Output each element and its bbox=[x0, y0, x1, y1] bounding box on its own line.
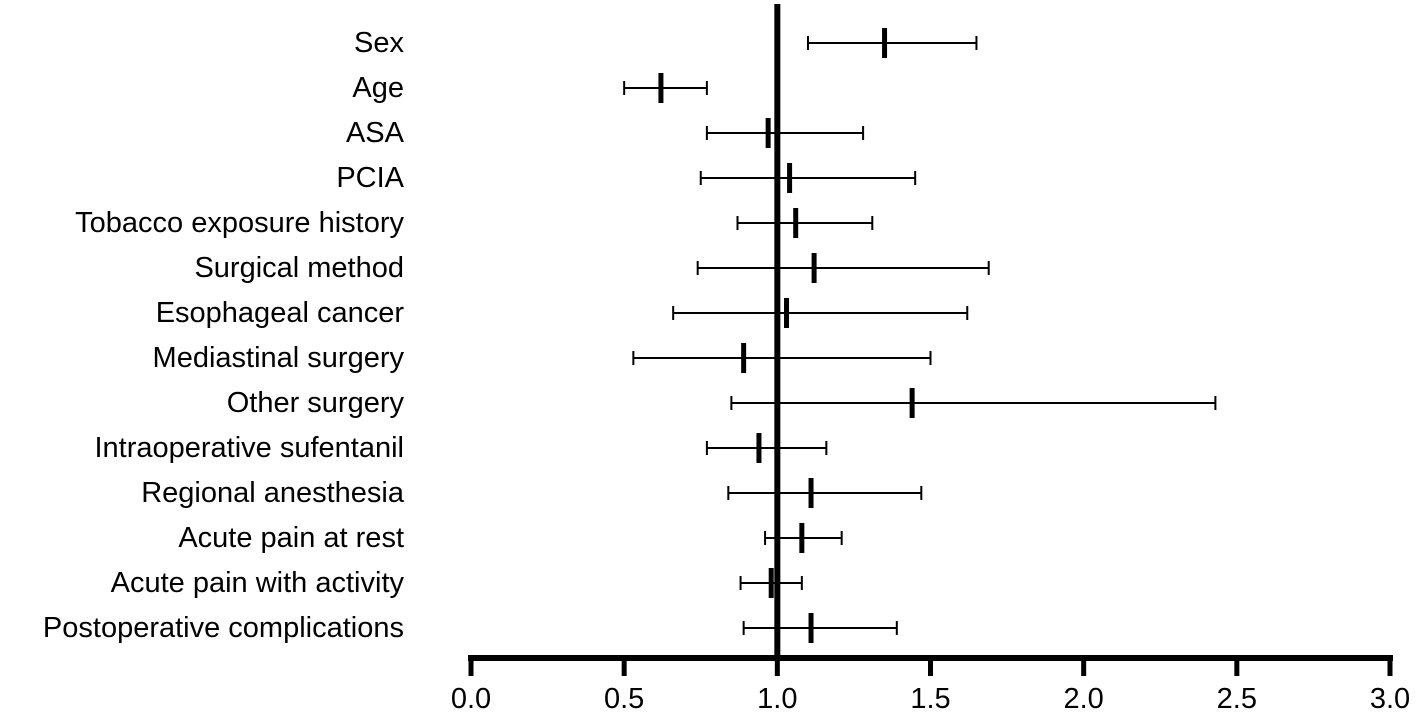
row-label-acute-pain-at-rest: Acute pain at rest bbox=[178, 522, 404, 554]
ci-row-pcia bbox=[699, 163, 917, 193]
row-label-regional-anesthesia: Regional anesthesia bbox=[141, 477, 405, 509]
ci-row-age bbox=[623, 73, 708, 103]
row-label-intraoperative-sufentanil: Intraoperative sufentanil bbox=[94, 432, 404, 464]
x-axis: 0.0 0.5 1.0 1.5 2.0 2.5 3.0 bbox=[451, 655, 1410, 715]
x-tick-label: 1.0 bbox=[757, 683, 797, 715]
ci-row-other-surgery bbox=[730, 388, 1217, 418]
x-tick-label: 0.0 bbox=[451, 683, 491, 715]
row-label-other-surgery: Other surgery bbox=[227, 387, 405, 419]
row-label-asa: ASA bbox=[346, 117, 405, 149]
row-label-pcia: PCIA bbox=[336, 162, 404, 194]
row-label-tobacco-exposure-history: Tobacco exposure history bbox=[75, 207, 404, 239]
x-tick-label: 1.5 bbox=[910, 683, 950, 715]
confidence-intervals bbox=[623, 28, 1217, 643]
row-labels: Sex Age ASA PCIA Tobacco exposure history Sur… bbox=[43, 27, 405, 644]
x-tick-label: 2.0 bbox=[1064, 683, 1104, 715]
x-tick-label: 3.0 bbox=[1370, 683, 1410, 715]
row-label-esophageal-cancer: Esophageal cancer bbox=[156, 297, 405, 329]
row-label-surgical-method: Surgical method bbox=[194, 252, 404, 284]
x-tick-label: 0.5 bbox=[604, 683, 644, 715]
x-tick-label: 2.5 bbox=[1217, 683, 1257, 715]
row-label-sex: Sex bbox=[354, 27, 404, 59]
ci-row-acute-pain-at-rest bbox=[764, 523, 843, 553]
ci-row-sex bbox=[806, 28, 978, 58]
ci-row-intraoperative-sufentanil bbox=[705, 433, 828, 463]
ci-row-mediastinal-surgery bbox=[632, 343, 932, 373]
row-label-age: Age bbox=[352, 72, 404, 104]
ci-row-tobacco-exposure-history bbox=[736, 208, 874, 238]
ci-row-postoperative-complications bbox=[742, 613, 898, 643]
ci-row-esophageal-cancer bbox=[672, 298, 969, 328]
row-label-postoperative-complications: Postoperative complications bbox=[43, 612, 404, 644]
ci-row-asa bbox=[705, 118, 865, 148]
row-label-mediastinal-surgery: Mediastinal surgery bbox=[153, 342, 405, 374]
ci-row-regional-anesthesia bbox=[727, 478, 923, 508]
ci-row-acute-pain-with-activity bbox=[739, 568, 803, 598]
row-label-acute-pain-with-activity: Acute pain with activity bbox=[111, 567, 405, 599]
ci-row-surgical-method bbox=[696, 253, 990, 283]
